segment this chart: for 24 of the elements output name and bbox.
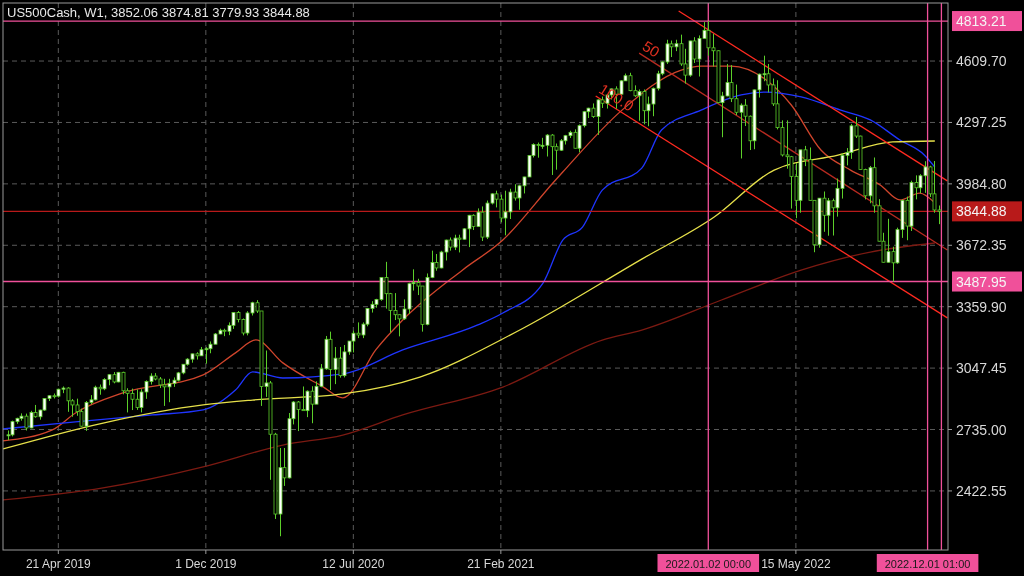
y-tick-label: 4609.70	[956, 53, 1007, 70]
annotation: 50	[639, 37, 663, 61]
ref-line-label: 2022.01.02 00:00	[665, 558, 752, 570]
x-tick-label: 1 Dec 2019	[175, 557, 237, 571]
x-tick-label: 21 Apr 2019	[25, 557, 91, 571]
chart-title: US500Cash, W1, 3852.06 3874.81 3779.93 3844.88	[7, 5, 310, 20]
y-tick-label: 3359.90	[956, 298, 1007, 315]
ref-line-label: 3487.95	[956, 273, 1007, 290]
y-tick-label: 3984.80	[956, 175, 1007, 192]
ref-line-label: 2022.12.01 01:00	[884, 558, 971, 570]
candlestick	[826, 197, 831, 237]
ref-line-label: 4813.21	[956, 13, 1007, 30]
y-tick-label: 3672.35	[956, 237, 1007, 254]
x-tick-label: 21 Feb 2021	[467, 557, 535, 571]
y-tick-label: 2422.55	[956, 482, 1007, 499]
candlestick	[305, 389, 310, 418]
x-tick-label: 12 Jul 2020	[322, 557, 385, 571]
y-tick-label: 2735.00	[956, 421, 1007, 438]
line-series	[3, 140, 936, 450]
y-tick-label: 3047.45	[956, 360, 1007, 377]
ref-line-label: 3844.88	[956, 203, 1007, 220]
y-tick-label: 4297.25	[956, 114, 1007, 131]
x-tick-label: 15 May 2022	[761, 557, 831, 571]
line-series	[3, 242, 936, 501]
